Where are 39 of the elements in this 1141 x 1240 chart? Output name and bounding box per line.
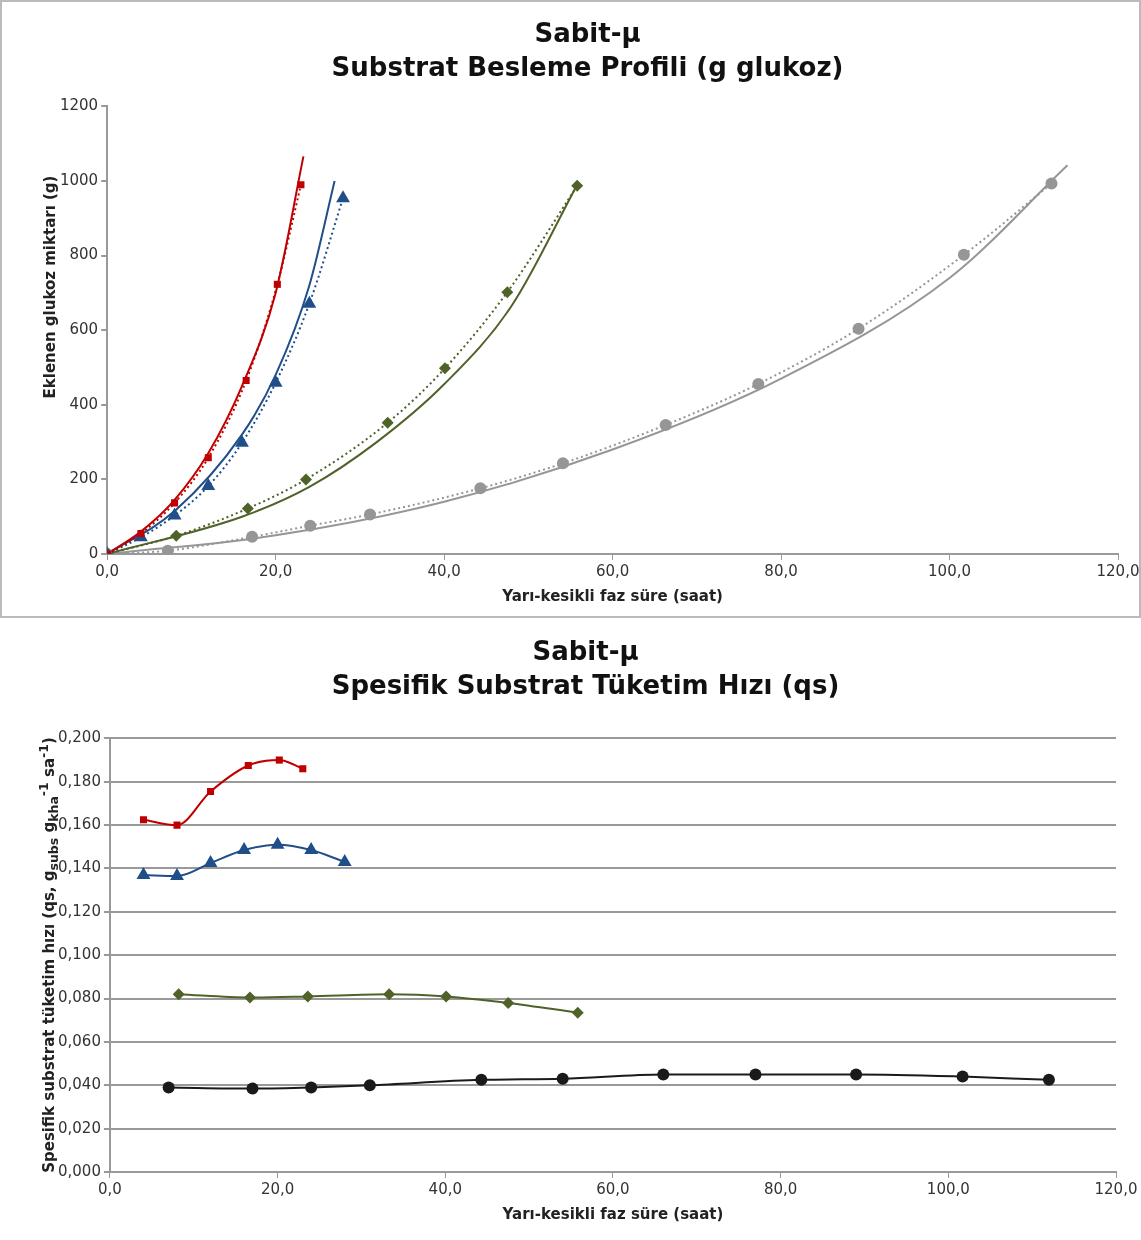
- y-tick-label: 0,020: [57, 1118, 101, 1137]
- x-tick-label: 120,0: [1094, 1179, 1138, 1198]
- x-tick-label: 80,0: [764, 561, 798, 580]
- y-tick-label: 200: [69, 469, 99, 488]
- x-tick-label: 0,0: [95, 561, 120, 580]
- y-tick-label: 800: [69, 245, 99, 264]
- y-tick-label: 0,080: [57, 988, 101, 1007]
- y-tick-label: 0,160: [57, 815, 101, 834]
- chart-title: Sabit-μ: [534, 18, 641, 49]
- y-tick-label: 0,040: [57, 1075, 101, 1094]
- y-tick-label: 0,060: [57, 1031, 101, 1050]
- x-tick-label: 100,0: [928, 561, 972, 580]
- x-axis-title: Yarı-kesikli faz süre (saat): [501, 1204, 724, 1223]
- y-tick-label: 0,000: [57, 1161, 101, 1180]
- y-tick-label: 0,180: [57, 771, 101, 790]
- y-tick-label: 600: [69, 320, 99, 339]
- y-tick-label: 1200: [59, 96, 99, 115]
- x-tick-label: 0,0: [98, 1179, 122, 1198]
- x-axis-title: Yarı-kesikli faz süre (saat): [501, 586, 723, 605]
- x-tick-label: 60,0: [596, 1179, 630, 1198]
- y-tick-label: 0,200: [57, 728, 101, 747]
- y-tick-label: 0,100: [57, 945, 101, 964]
- x-tick-label: 20,0: [258, 561, 293, 580]
- x-tick-label: 40,0: [428, 1179, 462, 1198]
- y-tick-label: 400: [69, 394, 99, 413]
- y-tick-label: 0,120: [57, 901, 101, 920]
- chart-subtitle: Substrat Besleme Profili (g glukoz): [331, 51, 844, 82]
- x-tick-label: 20,0: [260, 1179, 295, 1198]
- x-tick-label: 60,0: [595, 561, 630, 580]
- y-axis-title: Eklenen glukoz miktarı (g): [41, 175, 59, 399]
- y-tick-label: 0,140: [57, 858, 101, 877]
- y-tick-label: 0: [88, 543, 99, 562]
- x-tick-label: 40,0: [427, 561, 461, 580]
- y-tick-label: 1000: [59, 170, 99, 189]
- x-tick-label: 100,0: [926, 1179, 970, 1198]
- chart-subtitle: Spesifik Substrat Tüketim Hızı (qs): [331, 669, 840, 700]
- chart-title: Sabit-μ: [532, 636, 639, 667]
- x-tick-label: 120,0: [1096, 561, 1140, 580]
- x-tick-label: 80,0: [763, 1179, 798, 1198]
